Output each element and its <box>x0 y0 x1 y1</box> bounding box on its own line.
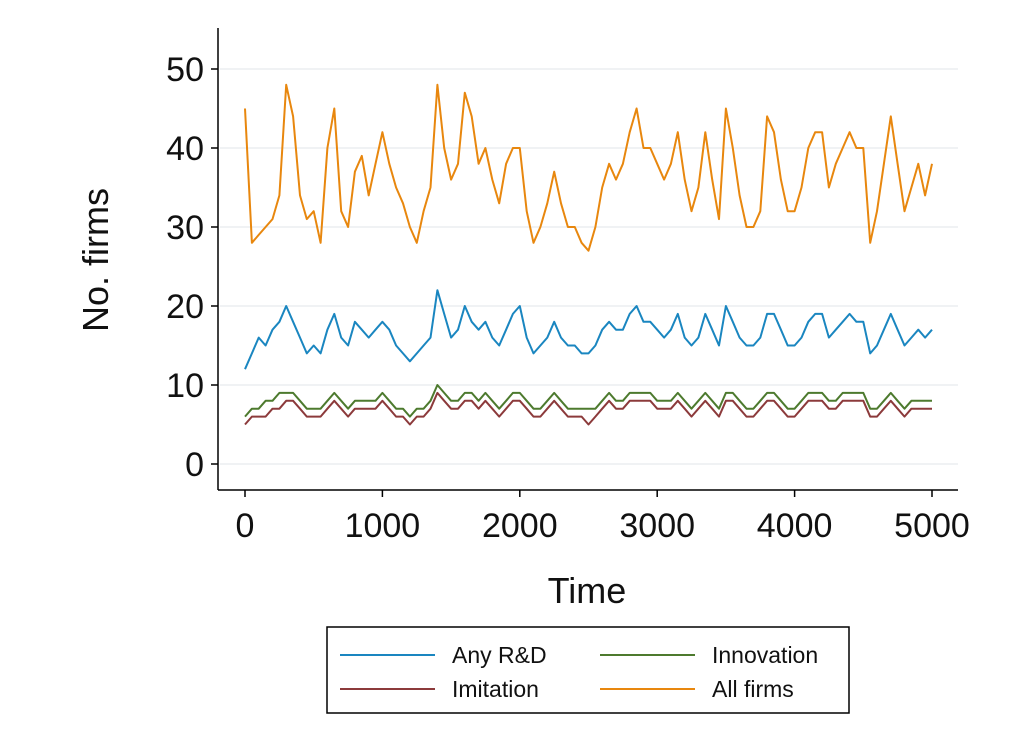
x-tick-label: 5000 <box>894 507 970 545</box>
y-tick-label: 10 <box>166 367 204 405</box>
legend-label: All firms <box>712 676 794 702</box>
legend-label: Innovation <box>712 642 818 668</box>
y-tick-label: 0 <box>185 446 204 484</box>
legend-label: Imitation <box>452 676 539 702</box>
legend-label: Any R&D <box>452 642 547 668</box>
x-axis-title: Time <box>548 570 627 611</box>
x-tick-label: 2000 <box>482 507 558 545</box>
series-lines <box>244 83 933 426</box>
x-tick-label: 3000 <box>619 507 695 545</box>
x-tick-label: 4000 <box>757 507 833 545</box>
series-line-innovation <box>244 384 932 418</box>
legend-box <box>326 626 850 714</box>
legend: Any R&D Innovation Imitation All firms <box>340 642 818 702</box>
y-axis-title: No. firms <box>75 188 116 332</box>
gridlines <box>220 68 958 465</box>
series-line-imitation <box>244 391 932 426</box>
x-axis-ticks: 0 1000 2000 3000 4000 5000 <box>236 490 970 545</box>
y-tick-label: 50 <box>166 51 204 89</box>
x-tick-label: 0 <box>236 507 255 545</box>
y-axis-ticks: 0 10 20 30 40 50 <box>166 51 218 484</box>
series-line-all-firms <box>244 83 933 252</box>
x-tick-label: 1000 <box>345 507 421 545</box>
y-tick-label: 30 <box>166 209 204 247</box>
y-tick-label: 20 <box>166 288 204 326</box>
series-line-any-r-d <box>244 289 933 370</box>
y-tick-label: 40 <box>166 130 204 168</box>
